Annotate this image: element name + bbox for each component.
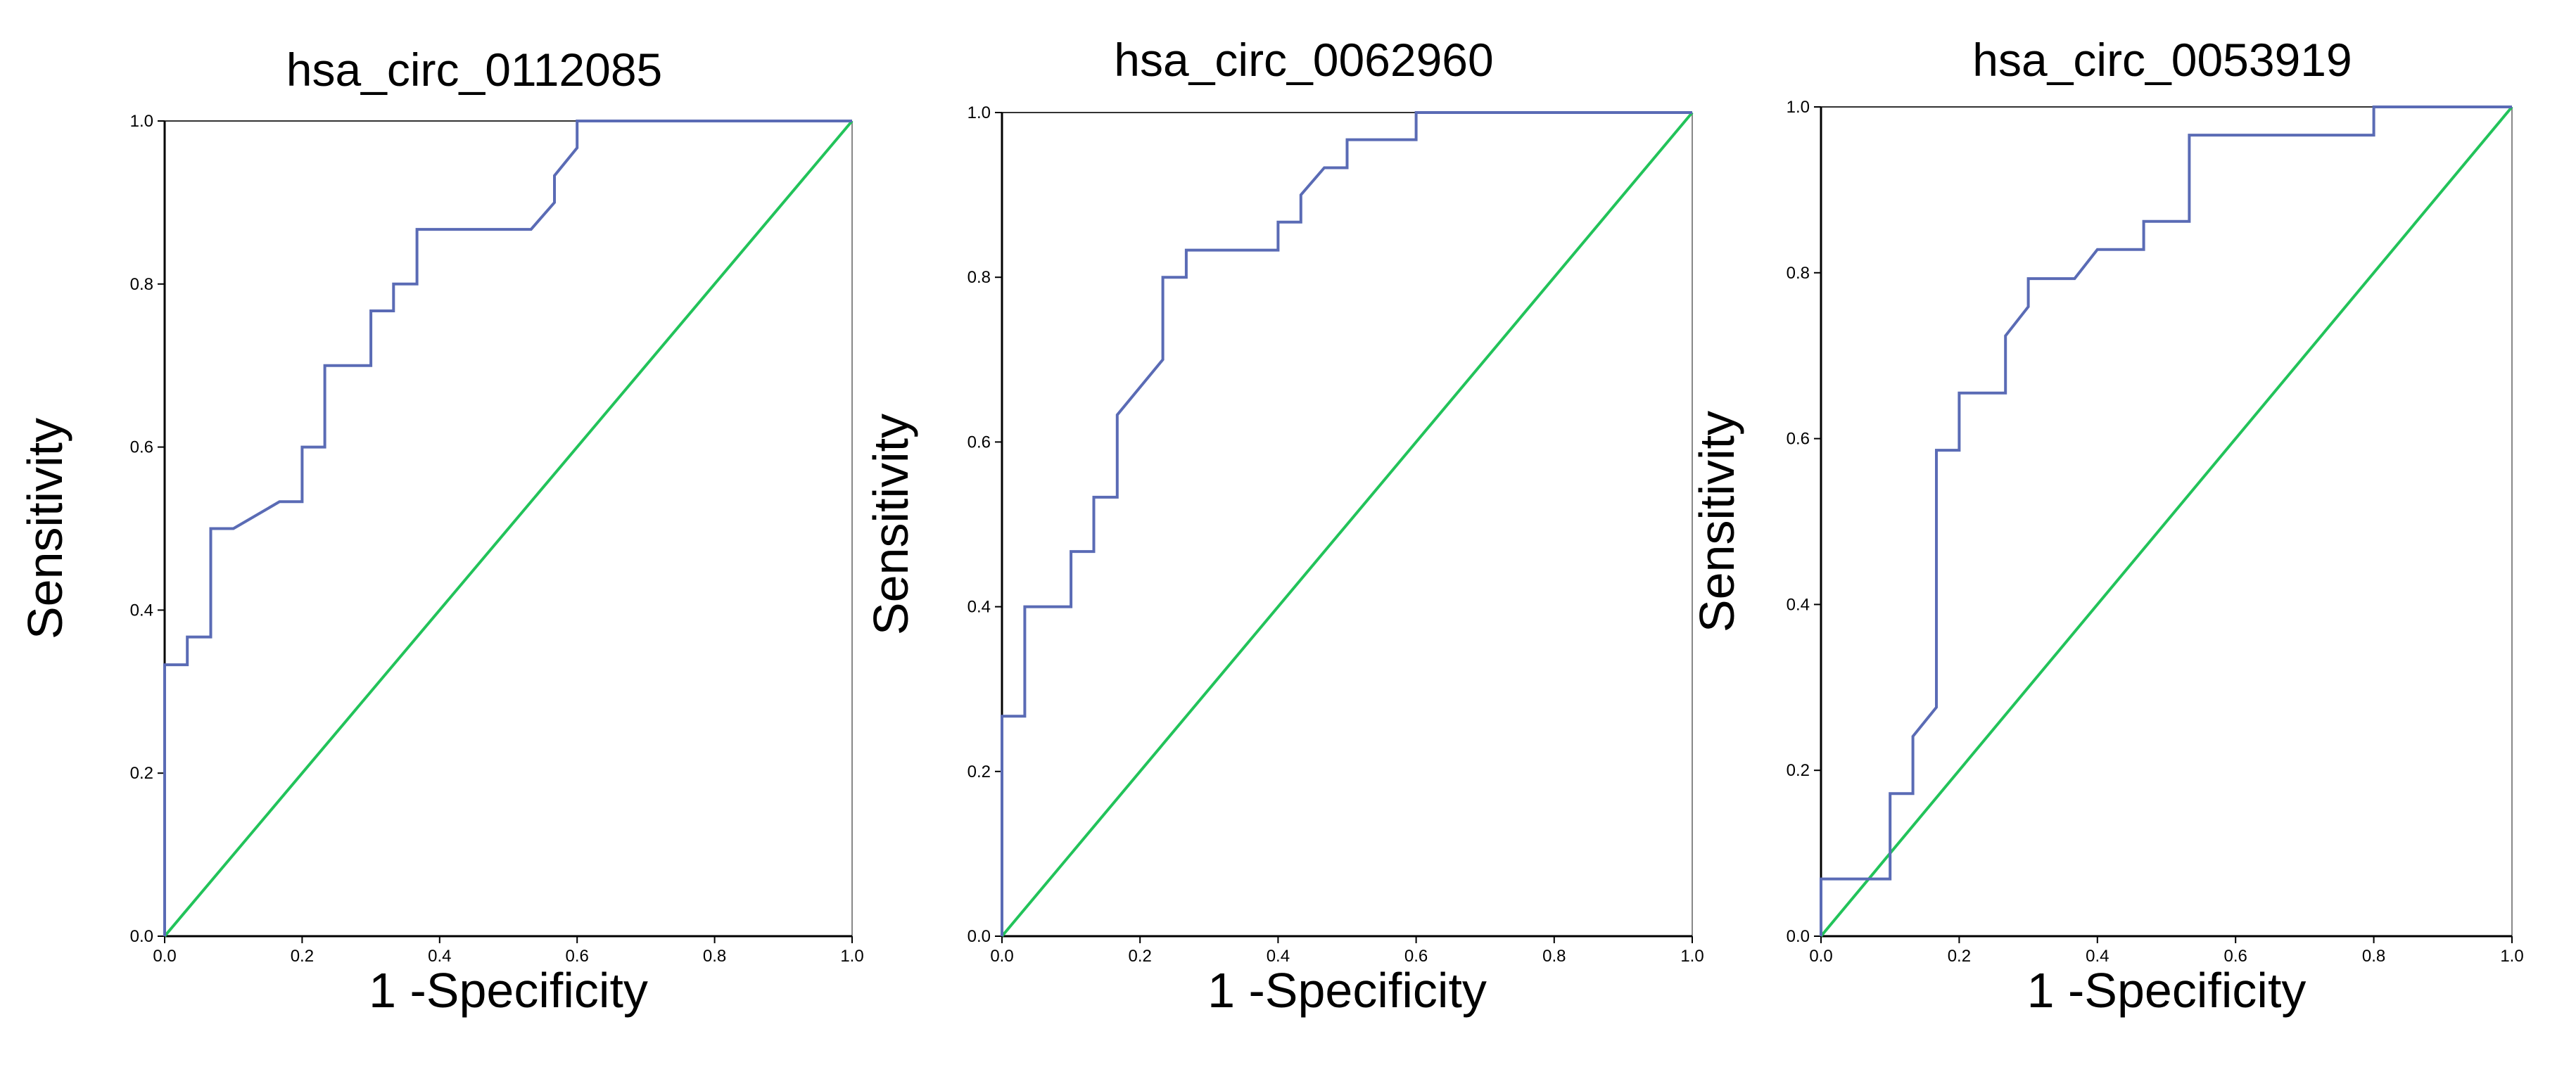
x-tick-label: 0.2 <box>291 947 314 966</box>
y-tick-label: 0.0 <box>130 927 153 946</box>
reference-line <box>163 120 854 938</box>
y-tick-label: 0.8 <box>967 268 991 287</box>
chart-title: hsa_circ_0053919 <box>1972 34 2352 86</box>
x-tick-label: 0.0 <box>1809 947 1832 966</box>
x-axis-label: 1 -Specificity <box>1207 963 1487 1018</box>
x-tick-label: 0.4 <box>428 947 451 966</box>
roc-panel-1: hsa_circ_0112085 0.0 0.2 0.4 0.6 0.8 1.0 0.0 0.2… <box>18 44 864 1018</box>
x-tick-label: 0.6 <box>1404 947 1428 966</box>
x-tick-label: 0.4 <box>2086 947 2109 966</box>
y-tick-label: 0.0 <box>1787 927 1810 946</box>
x-tick-label: 1.0 <box>2500 947 2523 966</box>
x-tick-label: 0.0 <box>990 947 1013 966</box>
y-tick-label: 0.6 <box>967 433 991 452</box>
reference-line <box>1820 106 2513 938</box>
x-tick-label: 0.6 <box>566 947 589 966</box>
x-tick-label: 0.8 <box>2362 947 2385 966</box>
x-tick-label: 0.2 <box>1129 947 1152 966</box>
chart-title: hsa_circ_0062960 <box>1114 34 1493 86</box>
y-axis-label: Sensitivity <box>863 414 918 635</box>
y-tick-label: 0.4 <box>1787 595 1810 614</box>
y-tick-label: 1.0 <box>130 112 153 131</box>
y-tick-label: 0.8 <box>1787 264 1810 283</box>
x-tick-label: 1.0 <box>840 947 863 966</box>
y-tick-label: 0.2 <box>130 764 153 783</box>
reference-line <box>1001 111 1694 938</box>
roc-curve <box>1001 111 1692 936</box>
y-tick-label: 0.2 <box>1787 761 1810 780</box>
y-tick-label: 0.4 <box>967 598 991 617</box>
x-tick-label: 0.8 <box>703 947 726 966</box>
y-tick-label: 0.6 <box>130 438 153 457</box>
roc-panel-2: hsa_circ_0062960 0.0 0.2 0.4 0.6 0.8 1.0 0.0 0.2… <box>863 34 1704 1018</box>
roc-panel-3: hsa_circ_0053919 0.0 0.2 0.4 0.6 0.8 1.0 0.0 0.2… <box>1689 34 2524 1018</box>
x-tick-label: 0.8 <box>1542 947 1566 966</box>
y-axis-label: Sensitivity <box>1689 411 1744 632</box>
y-tick-label: 0.2 <box>967 762 991 781</box>
roc-curve <box>163 120 852 936</box>
x-tick-label: 0.2 <box>1948 947 1971 966</box>
chart-title: hsa_circ_0112085 <box>286 44 663 96</box>
y-axis-label: Sensitivity <box>18 418 72 639</box>
x-axis-label: 1 -Specificity <box>369 963 648 1018</box>
y-tick-label: 1.0 <box>1787 98 1810 117</box>
y-tick-label: 0.0 <box>967 927 991 946</box>
x-tick-label: 0.4 <box>1267 947 1290 966</box>
y-tick-label: 0.4 <box>130 601 153 620</box>
y-tick-label: 0.8 <box>130 275 153 294</box>
x-tick-label: 0.0 <box>153 947 176 966</box>
roc-curve <box>1820 106 2512 936</box>
y-tick-label: 0.6 <box>1787 430 1810 449</box>
x-axis-label: 1 -Specificity <box>2027 963 2307 1018</box>
x-tick-label: 0.6 <box>2224 947 2247 966</box>
x-tick-label: 1.0 <box>1680 947 1703 966</box>
y-tick-label: 1.0 <box>967 103 991 122</box>
